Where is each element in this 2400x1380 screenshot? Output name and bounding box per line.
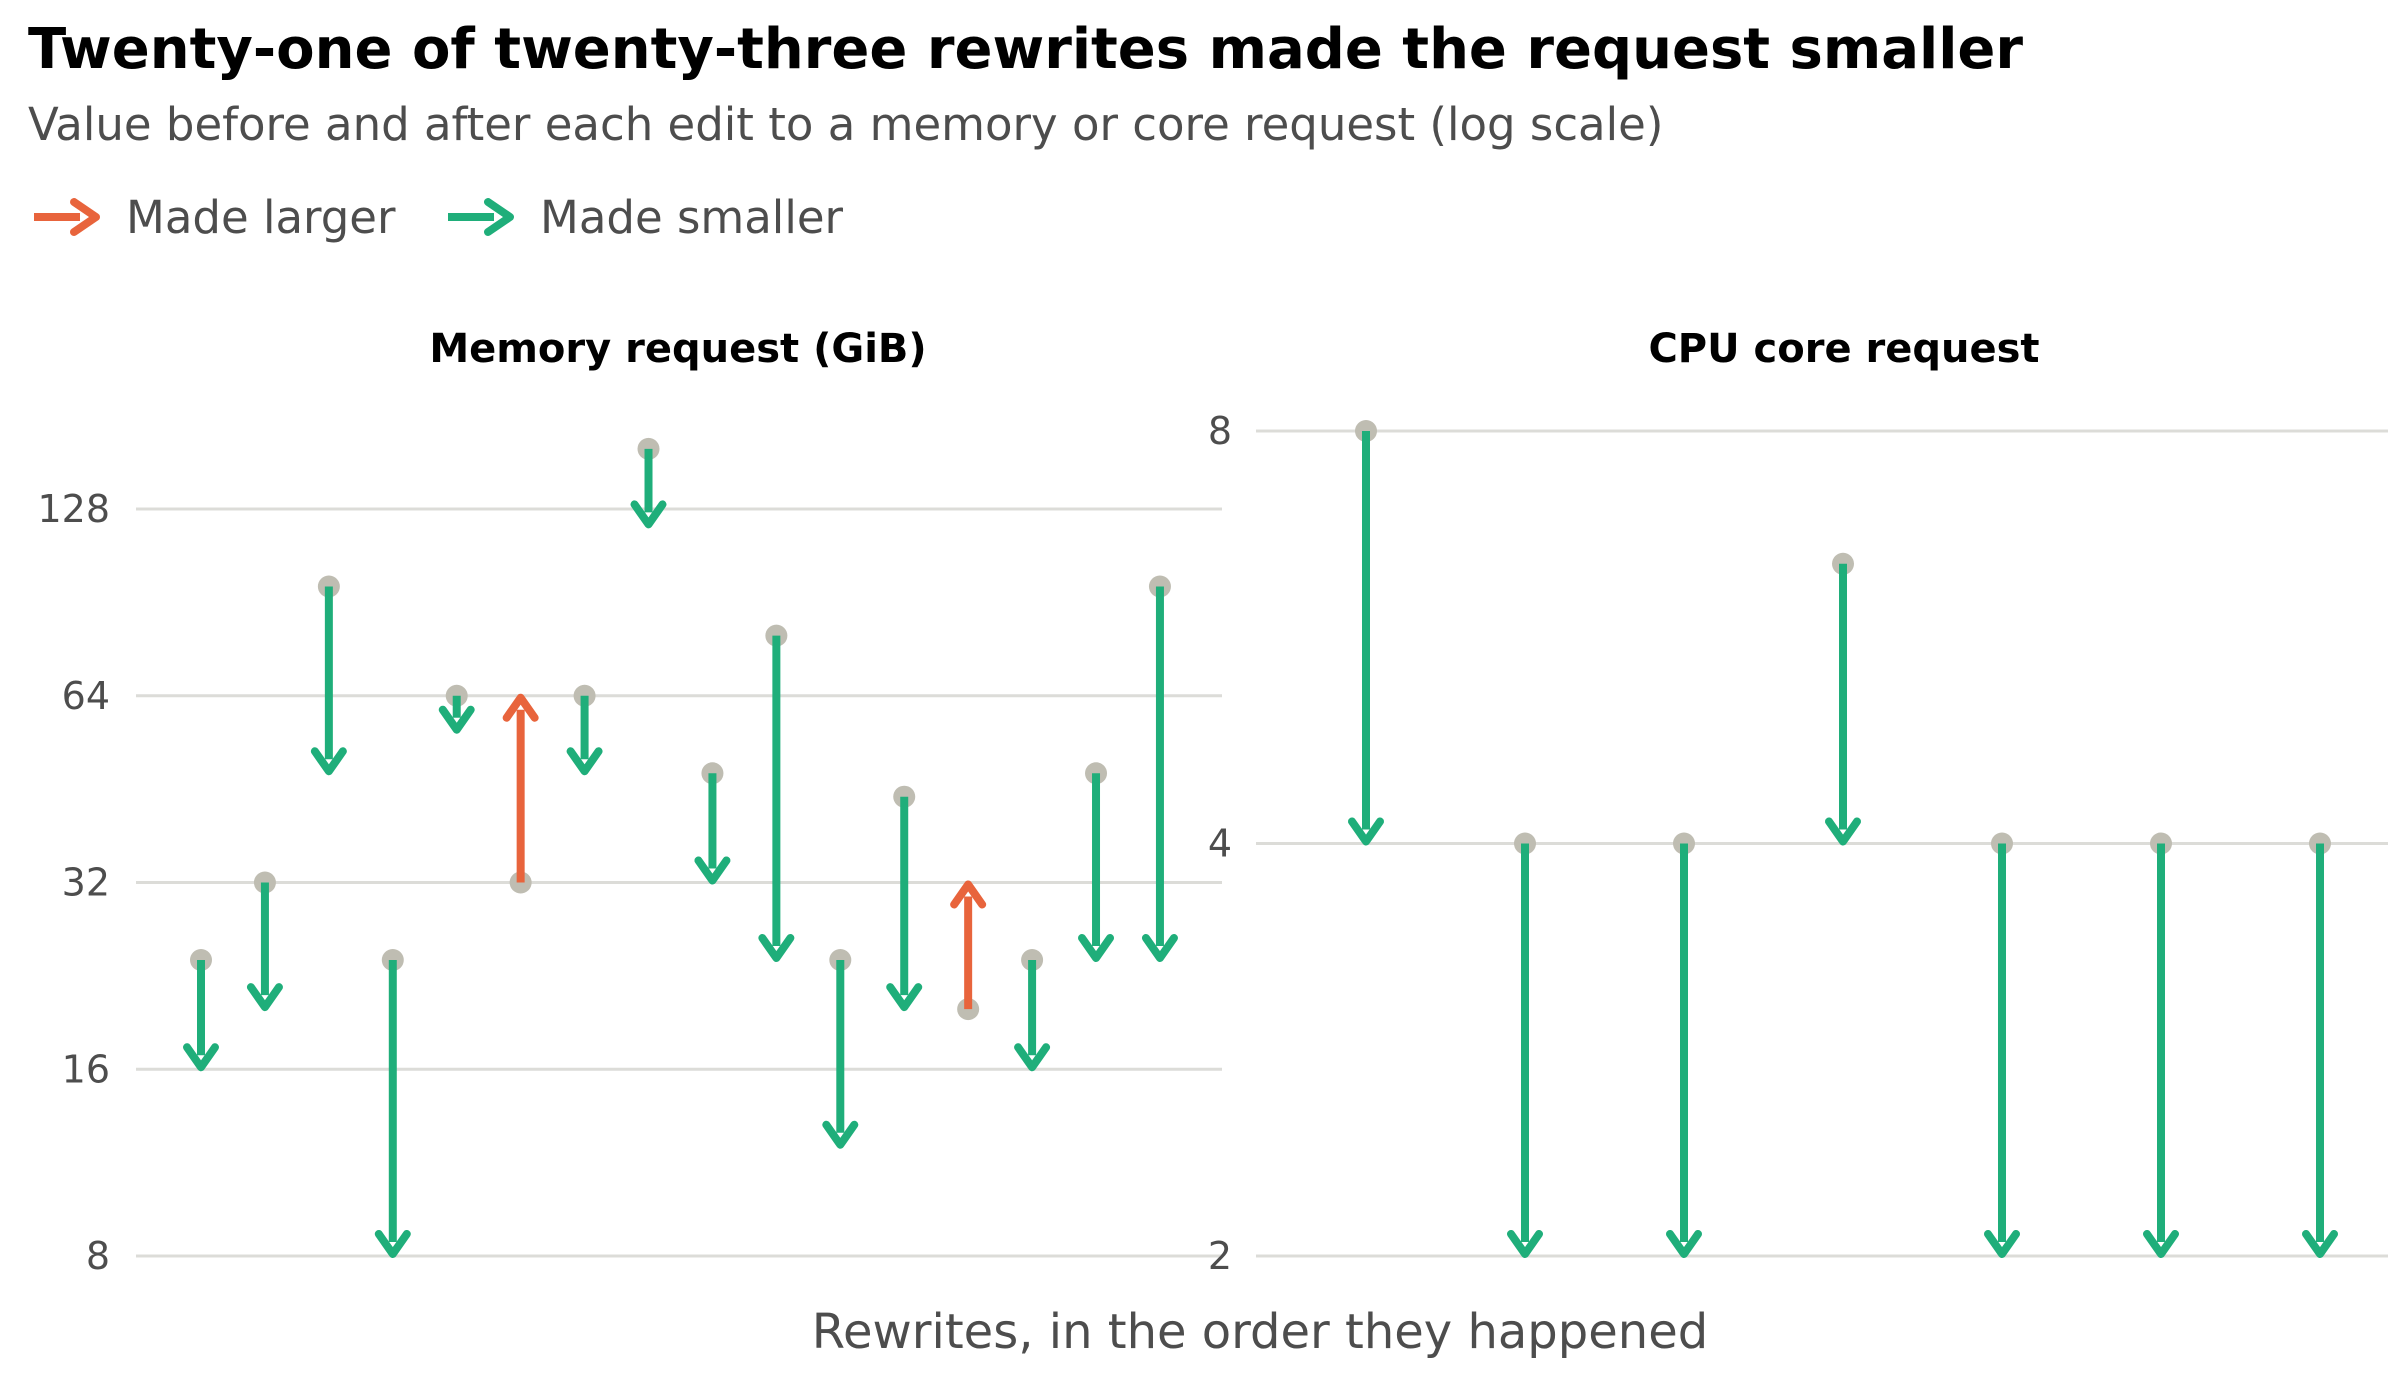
- legend-label-larger: Made larger: [126, 191, 396, 244]
- panel-title-cpu: CPU core request: [1648, 326, 2039, 372]
- y-tick-label: 8: [1208, 409, 1232, 453]
- change-arrow-head: [566, 747, 603, 776]
- memory-y-axis: 8 16 32 64 128: [37, 487, 110, 1278]
- change-arrow-head: [1014, 1043, 1051, 1072]
- rewrite-smaller: [438, 684, 475, 734]
- chart-subtitle: Value before and after each edit to a me…: [28, 98, 1663, 151]
- y-tick-label: 64: [62, 674, 110, 718]
- rewrite-smaller: [1984, 832, 2020, 1258]
- rewrite-smaller: [374, 949, 411, 1258]
- rewrite-larger: [950, 880, 987, 1021]
- change-arrow-head: [1141, 934, 1178, 963]
- x-axis-label: Rewrites, in the order they happened: [812, 1304, 1708, 1360]
- y-tick-label: 128: [37, 487, 110, 531]
- cpu-marks: [1348, 420, 2338, 1258]
- change-arrow-head: [1348, 817, 1384, 846]
- change-arrow-head: [1825, 817, 1861, 846]
- change-arrow-head: [310, 747, 347, 776]
- y-tick-label: 4: [1208, 822, 1232, 866]
- panel-memory: Memory request (GiB) 8 16 32 64 128: [37, 326, 1222, 1278]
- change-arrow-head: [886, 983, 923, 1012]
- change-arrow-head: [758, 934, 795, 963]
- legend-larger-arrow-icon: [34, 198, 100, 236]
- rewrite-smaller: [1825, 552, 1861, 846]
- legend-item-smaller: Made smaller: [448, 191, 844, 244]
- cpu-gridlines: [1256, 429, 2388, 1258]
- legend-label-smaller: Made smaller: [540, 191, 844, 244]
- rewrite-smaller: [1141, 575, 1178, 963]
- change-arrow-head: [630, 500, 667, 529]
- rewrite-smaller: [1666, 832, 1702, 1258]
- change-arrow-head: [2143, 1230, 2179, 1258]
- rewrite-smaller: [2302, 832, 2338, 1258]
- panel-cpu: CPU core request 2 4 8: [1208, 326, 2388, 1278]
- rewrite-smaller: [1507, 832, 1543, 1258]
- y-tick-label: 32: [62, 861, 110, 905]
- rewrite-smaller: [694, 762, 731, 885]
- cpu-y-axis: 2 4 8: [1208, 409, 1232, 1278]
- rewrite-smaller: [1014, 949, 1051, 1072]
- panel-title-memory: Memory request (GiB): [429, 326, 926, 372]
- rewrite-smaller: [822, 949, 859, 1149]
- change-arrow-head: [2302, 1230, 2338, 1258]
- rewrite-smaller: [886, 785, 923, 1012]
- change-arrow-head: [694, 856, 731, 885]
- rewrite-smaller: [246, 871, 283, 1012]
- rewrite-smaller: [2143, 832, 2179, 1258]
- y-tick-label: 16: [62, 1047, 110, 1091]
- change-arrow-head: [1078, 934, 1115, 963]
- legend-item-larger: Made larger: [34, 191, 396, 244]
- rewrite-smaller: [183, 949, 219, 1072]
- change-arrow-head: [183, 1043, 219, 1072]
- rewrite-smaller: [1348, 420, 1384, 846]
- rewrite-smaller: [566, 684, 603, 776]
- legend-smaller-arrow-icon: [448, 198, 514, 236]
- y-tick-label: 8: [86, 1234, 110, 1278]
- rewrite-smaller: [630, 437, 667, 529]
- change-arrow-head: [822, 1120, 859, 1149]
- legend: Made larger Made smaller: [34, 191, 844, 244]
- change-arrow-head: [374, 1230, 411, 1258]
- change-arrow-head: [1666, 1230, 1702, 1258]
- rewrite-smaller: [758, 624, 795, 963]
- change-arrow-head: [1984, 1230, 2020, 1258]
- memory-marks: [183, 437, 1178, 1258]
- rewrite-smaller: [1078, 762, 1115, 963]
- change-arrow-head: [246, 983, 283, 1012]
- change-arrow-head: [950, 880, 987, 909]
- rewrite-smaller: [310, 575, 347, 776]
- change-arrow-head: [438, 705, 475, 734]
- y-tick-label: 2: [1208, 1234, 1232, 1278]
- chart-title: Twenty-one of twenty-three rewrites made…: [28, 17, 2023, 82]
- change-arrow-head: [1507, 1230, 1543, 1258]
- memory-gridlines: [136, 507, 1222, 1258]
- rewrite-larger: [502, 693, 539, 894]
- change-arrow-head: [502, 693, 539, 722]
